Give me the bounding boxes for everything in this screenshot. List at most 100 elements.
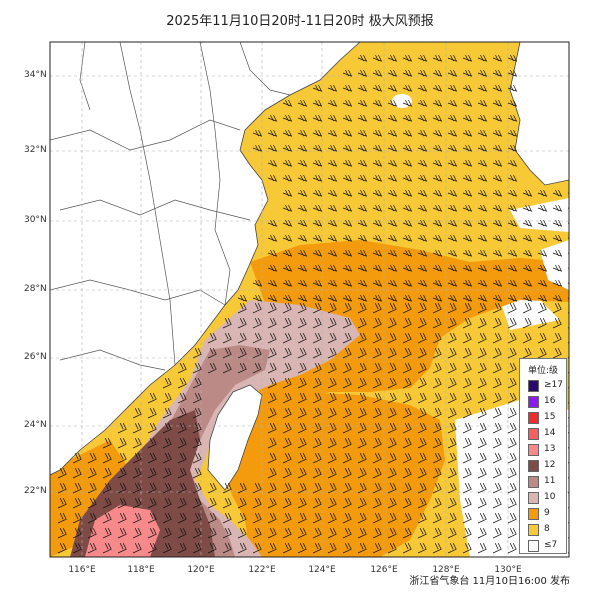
wind-barb [537,348,547,359]
wind-barb [312,303,322,314]
wind-barb [312,189,323,197]
wind-barb [282,348,292,359]
wind-barb [402,513,412,524]
lon-tick-label: 120°E [187,565,215,575]
wind-barb [417,363,427,374]
wind-barb [177,423,187,434]
wind-barb [357,54,368,62]
lon-tick-label: 116°E [68,565,96,575]
wind-barb [312,468,322,479]
wind-barb [327,483,337,494]
wind-barb [57,468,67,479]
wind-barb [282,174,293,182]
wind-barb [72,498,82,509]
wind-barb [537,234,548,242]
wind-barb [522,303,532,314]
wind-barb [447,129,458,137]
wind-barb [132,438,142,449]
wind-barb [417,69,428,77]
legend-label: 10 [544,492,556,502]
wind-barb [282,543,292,554]
wind-barb [162,498,172,509]
wind-barb [192,363,202,374]
wind-barb [342,129,353,137]
wind-barb [522,204,533,212]
wind-barb [162,453,172,464]
wind-barb [522,219,533,227]
wind-barb [357,333,367,344]
wind-barb [117,453,127,464]
wind-barb [552,189,563,197]
wind-barb [267,378,277,389]
wind-barb [552,204,563,212]
wind-barb [327,468,337,479]
wind-barb [402,303,412,314]
wind-barb [447,423,457,434]
wind-barb [72,453,82,464]
wind-barb [402,528,412,539]
wind-barb [312,279,323,287]
wind-barb [477,264,488,272]
wind-barb [282,363,292,374]
wind-barb [432,99,443,107]
wind-barb [162,408,172,419]
wind-barb [507,99,518,107]
wind-barb [312,513,322,524]
wind-barb [312,318,322,329]
wind-barb [507,69,518,77]
wind-barb [372,303,382,314]
wind-barb [297,483,307,494]
wind-barb [327,144,338,152]
wind-barb [477,363,487,374]
wind-barb [477,498,487,509]
wind-barb [462,249,473,257]
wind-barb [417,234,428,242]
wind-barb [222,483,232,494]
wind-barb [462,174,473,182]
wind-barb [492,408,502,419]
wind-barb [327,453,337,464]
wind-barb [282,264,293,272]
wind-barb [447,219,458,227]
wind-barb [357,543,367,554]
wind-barb [492,219,503,227]
wind-barb [432,438,442,449]
wind-barb [417,114,428,122]
wind-barb [387,234,398,242]
wind-barb [432,114,443,122]
wind-barb [402,453,412,464]
wind-barb [312,84,323,92]
wind-barb [507,129,518,137]
wind-barb [447,393,457,404]
wind-barb [162,423,172,434]
wind-barb [237,513,247,524]
wind-barb [492,174,503,182]
wind-barb [357,279,368,287]
wind-barb [462,333,472,344]
wind-barb [297,348,307,359]
wind-barb [432,513,442,524]
wind-barb [417,294,428,302]
wind-barb [177,543,187,554]
wind-barb [267,318,277,329]
wind-barb [342,99,353,107]
wind-barb [207,333,217,344]
wind-barb [432,318,442,329]
wind-barb [327,498,337,509]
wind-barb [507,54,518,62]
lat-tick-label: 28°N [24,284,47,294]
wind-barb [432,264,443,272]
wind-barb [342,303,352,314]
wind-barb [402,84,413,92]
wind-barb [492,348,502,359]
wind-barb [507,84,518,92]
wind-barb [297,114,308,122]
wind-barb [432,423,442,434]
wind-barb [507,393,517,404]
legend-label: 14 [544,428,556,438]
wind-barb [492,378,502,389]
wind-barb [237,348,247,359]
wind-barb [462,393,472,404]
legend-title: 单位:级 [527,366,559,376]
wind-barb [147,528,157,539]
